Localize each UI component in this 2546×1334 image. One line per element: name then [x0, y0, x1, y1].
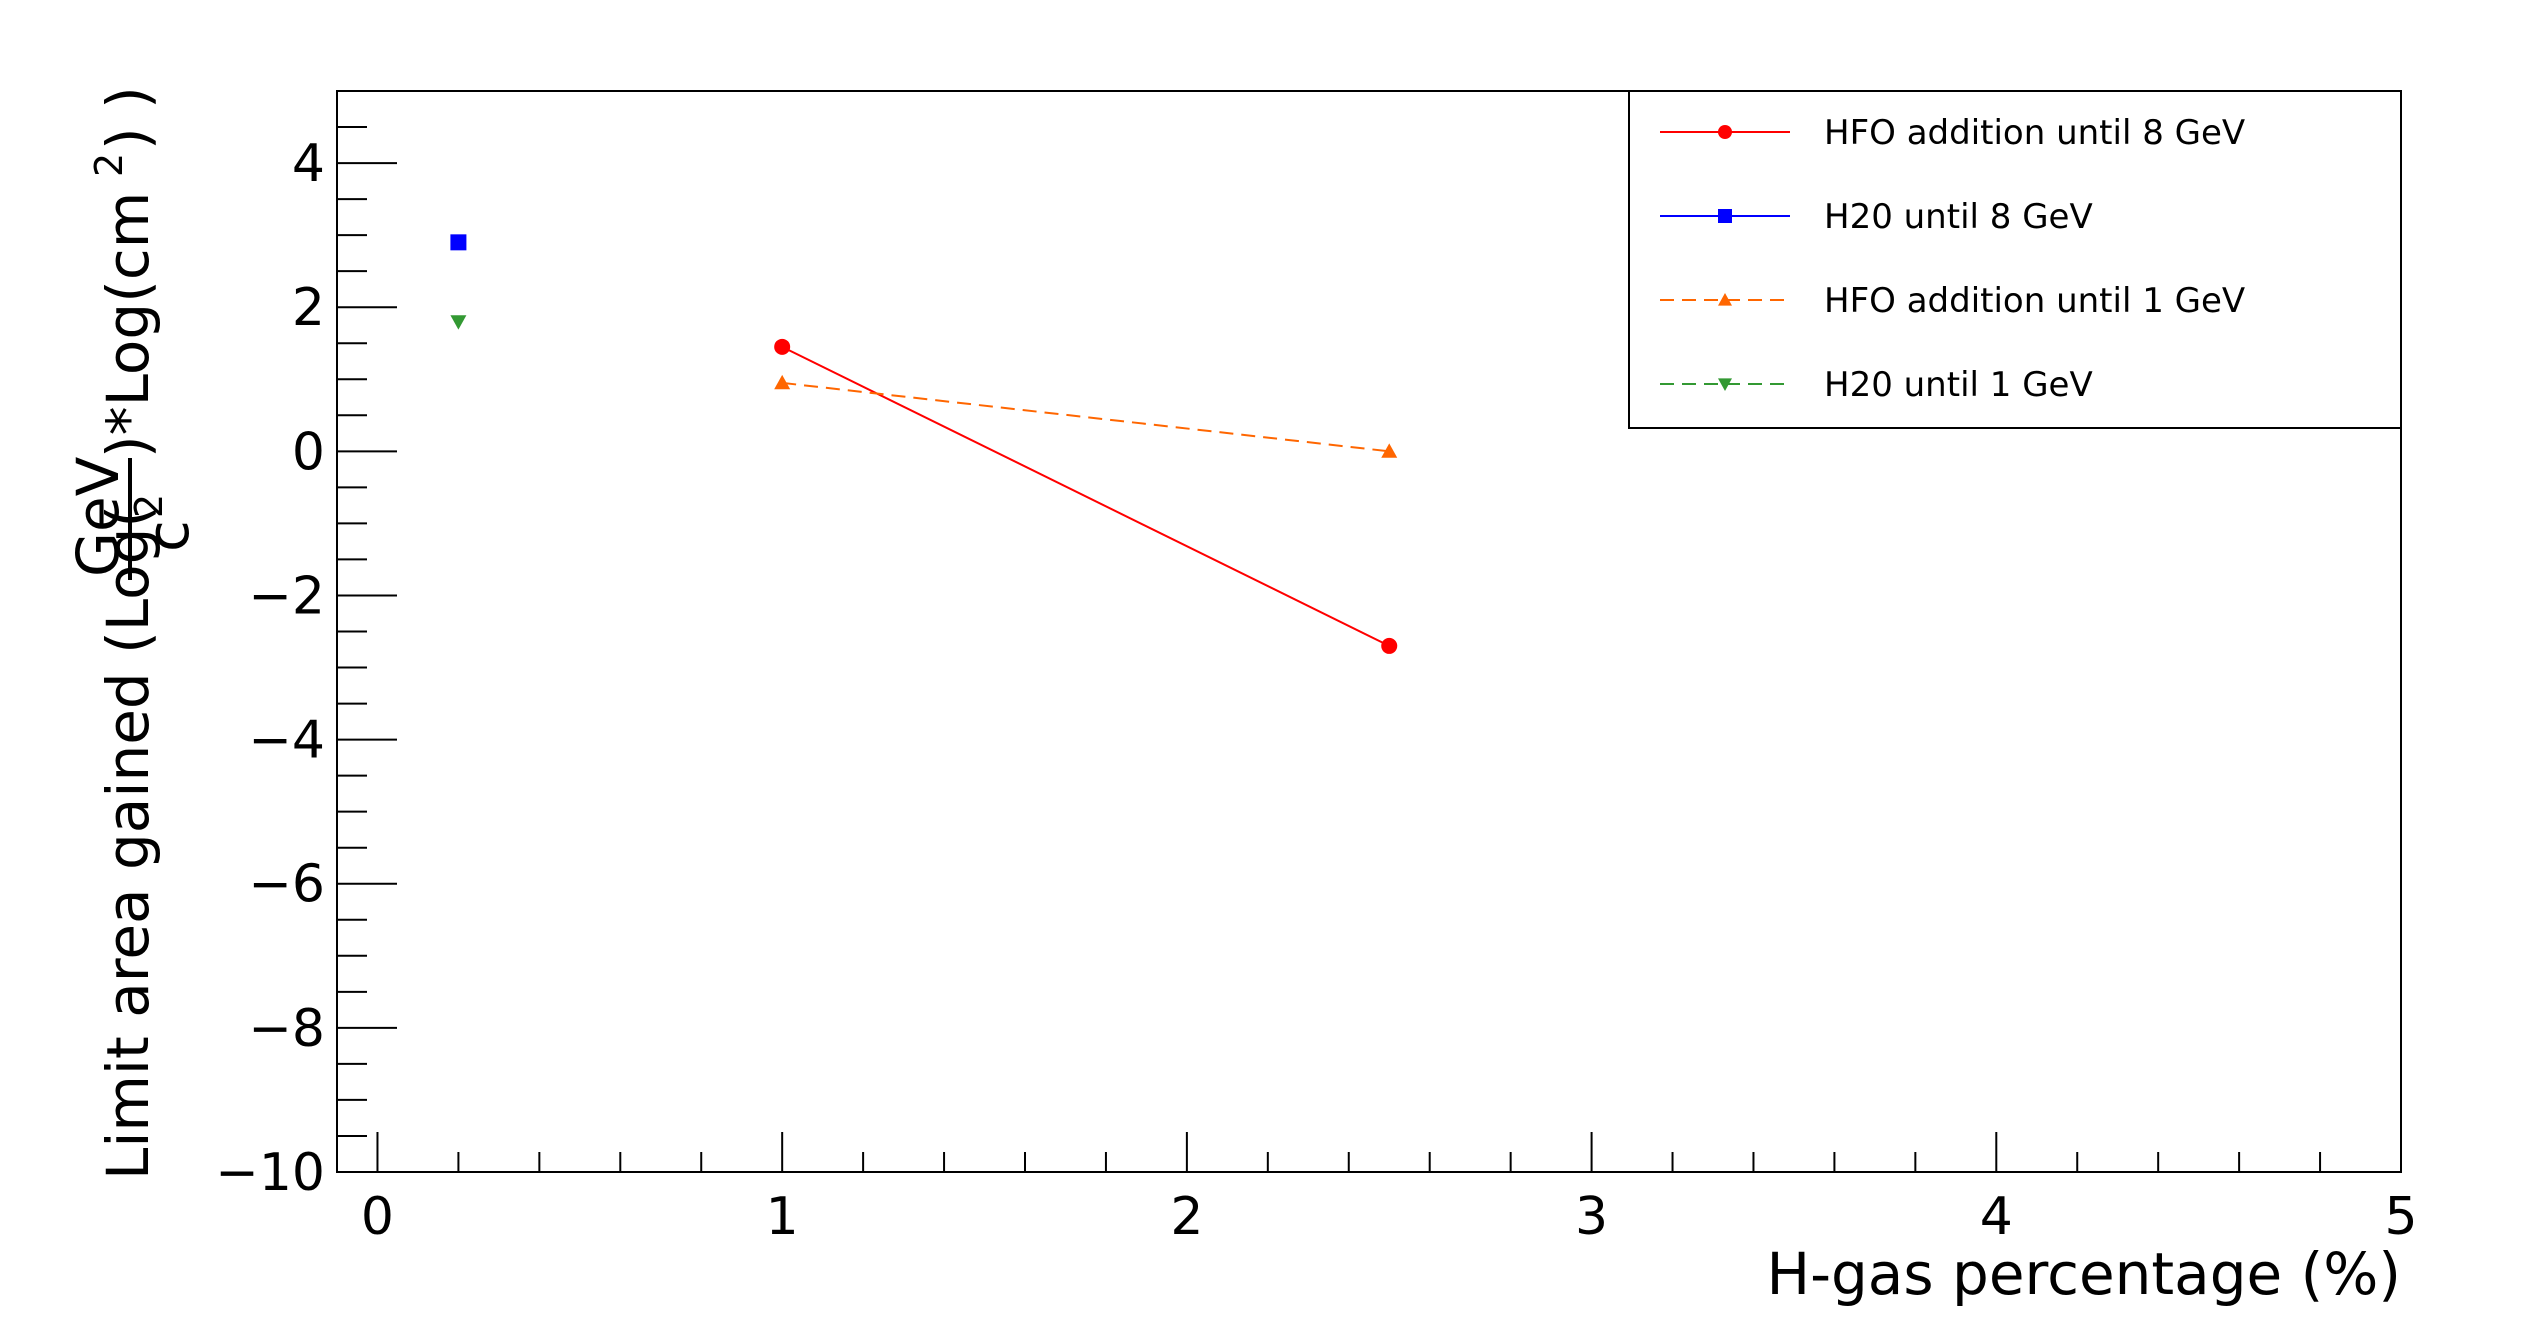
series-layer	[450, 234, 1398, 654]
data-point	[774, 338, 791, 355]
series-2	[450, 234, 467, 251]
x-tick-label: 3	[1575, 1187, 1608, 1247]
data-point	[1718, 293, 1732, 306]
y-axis-title-frac-num: GeV	[64, 456, 132, 577]
legend-label: H20 until 1 GeV	[1824, 365, 2093, 405]
y-tick-label: 0	[292, 422, 325, 482]
y-axis-title: Limit area gained (Log( GeV c 2 )*Log(cm…	[64, 86, 202, 1180]
x-tick-label: 0	[361, 1187, 394, 1247]
legend-label: HFO addition until 1 GeV	[1824, 281, 2245, 321]
y-axis-title-frac-den: c	[134, 520, 202, 552]
legend-item: H20 until 8 GeV	[1660, 197, 2093, 237]
series-3	[774, 374, 1398, 458]
y-axis-title-mid: )*Log(cm	[94, 192, 162, 458]
data-point	[774, 374, 791, 390]
legend-box	[1628, 90, 2402, 429]
legend-label: HFO addition until 8 GeV	[1824, 113, 2245, 153]
data-point	[1381, 443, 1398, 458]
legend-item: H20 until 1 GeV	[1660, 365, 2093, 405]
data-point	[450, 234, 467, 251]
y-tick-label: −4	[248, 711, 325, 771]
y-tick-label: −6	[248, 855, 325, 915]
x-tick-label: 2	[1170, 1187, 1203, 1247]
y-tick-label: −8	[248, 999, 325, 1059]
legend-item: HFO addition until 8 GeV	[1660, 113, 2245, 153]
data-point	[1718, 378, 1732, 391]
y-tick-label: 4	[292, 134, 325, 194]
series-1	[774, 338, 1398, 654]
y-tick-label: 2	[292, 278, 325, 338]
x-axis-title: H-gas percentage (%)	[1766, 1240, 2401, 1308]
y-tick-label: −2	[248, 566, 325, 626]
y-axis-title-mid-sup: 2	[87, 153, 131, 177]
series-4	[450, 315, 467, 330]
x-tick-label: 4	[1980, 1187, 2013, 1247]
axis-tick-labels: 0 1 2 3 4 5 4 2 0 −2 −4 −6 −8 −10	[215, 134, 2417, 1247]
axis-ticks	[337, 90, 2402, 1173]
legend-label: H20 until 8 GeV	[1824, 197, 2093, 237]
series-line	[782, 381, 1390, 453]
y-axis-title-suffix: ) )	[94, 86, 162, 150]
legend: HFO addition until 8 GeV H20 until 8 GeV H…	[1628, 90, 2402, 429]
data-point	[1381, 637, 1398, 654]
data-point	[1718, 125, 1732, 139]
y-axis-title-prefix: Limit area gained (Log(	[94, 505, 162, 1180]
data-point	[450, 315, 467, 330]
y-tick-label: −10	[215, 1143, 325, 1203]
x-tick-label: 1	[766, 1187, 799, 1247]
data-point	[1718, 209, 1732, 223]
series-line	[781, 345, 1390, 647]
legend-item: HFO addition until 1 GeV	[1660, 281, 2245, 321]
x-tick-label: 5	[2384, 1187, 2417, 1247]
y-axis-title-frac-den-sup: 2	[127, 494, 171, 518]
